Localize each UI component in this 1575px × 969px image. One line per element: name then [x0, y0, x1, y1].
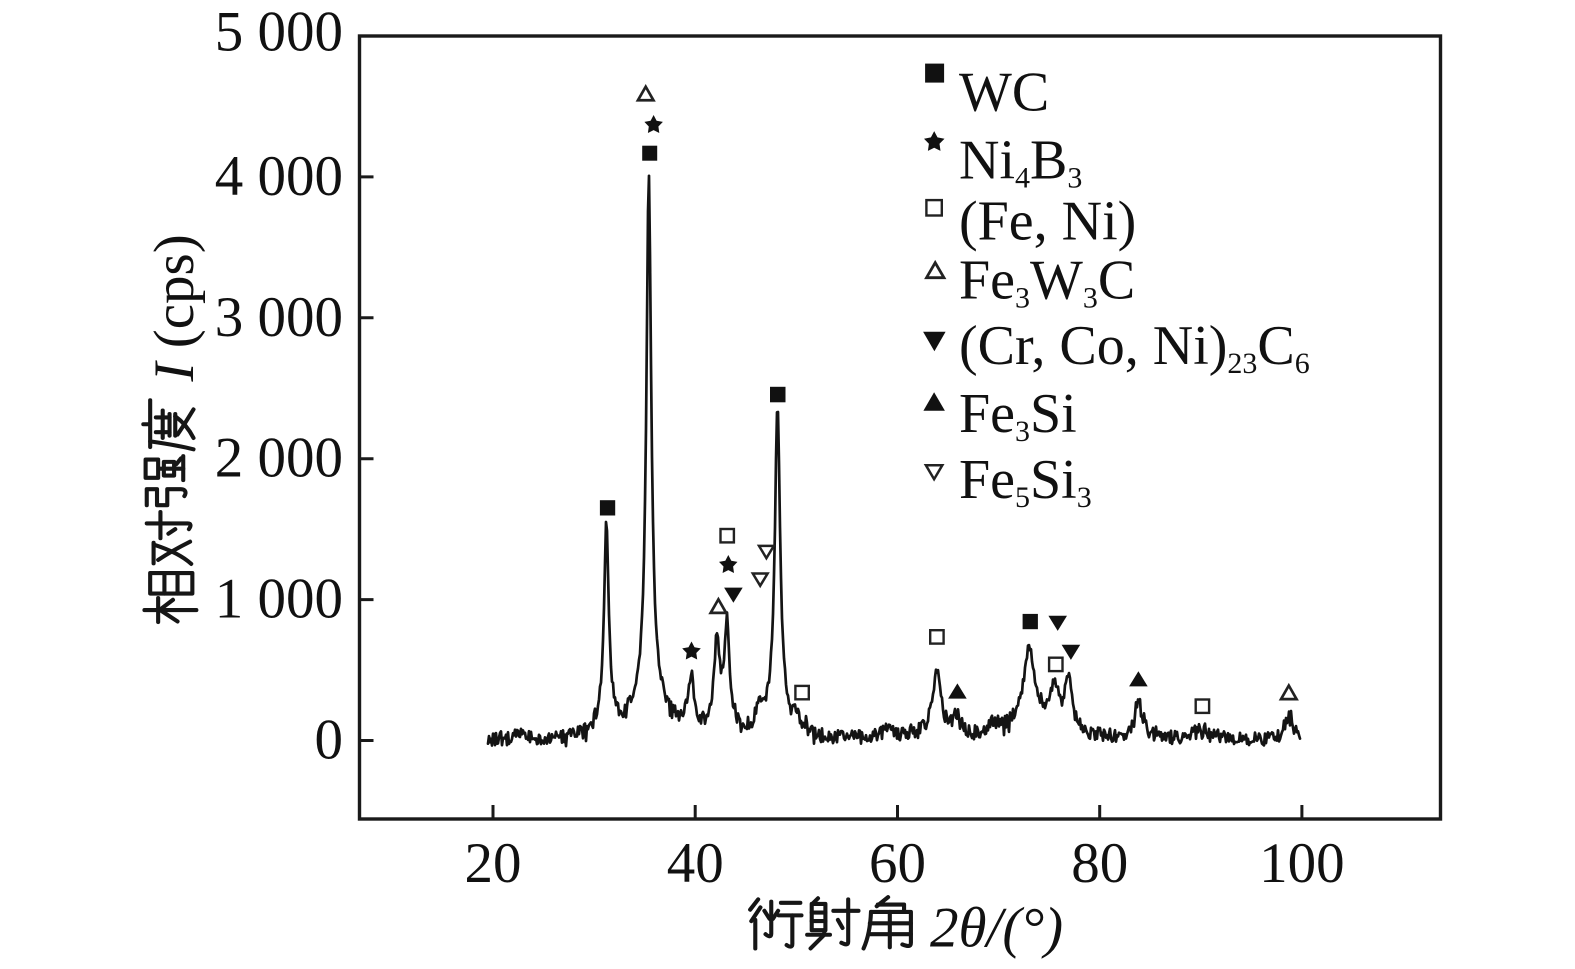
svg-text:60: 60	[869, 832, 926, 895]
svg-text:0: 0	[315, 709, 344, 772]
svg-text:WC: WC	[959, 62, 1049, 124]
svg-text:2 000: 2 000	[215, 427, 343, 490]
svg-text:Ni4B3: Ni4B3	[959, 130, 1082, 195]
svg-text:100: 100	[1259, 832, 1345, 895]
svg-text:2θ/(°): 2θ/(°)	[930, 897, 1063, 960]
svg-text:(Cr, Co, Ni)23C6: (Cr, Co, Ni)23C6	[959, 315, 1310, 380]
svg-text:20: 20	[465, 832, 522, 895]
svg-text:40: 40	[667, 832, 724, 895]
svg-text:Fe3Si: Fe3Si	[959, 383, 1077, 448]
svg-text:Fe3W3C: Fe3W3C	[959, 249, 1135, 314]
svg-text:80: 80	[1071, 832, 1128, 895]
svg-text:1 000: 1 000	[215, 568, 343, 631]
svg-text:(Fe, Ni): (Fe, Ni)	[959, 191, 1136, 253]
svg-text:I (cps): I (cps)	[143, 234, 206, 382]
svg-text:3 000: 3 000	[215, 286, 343, 349]
svg-text:5 000: 5 000	[215, 1, 343, 64]
svg-text:4 000: 4 000	[215, 145, 343, 208]
